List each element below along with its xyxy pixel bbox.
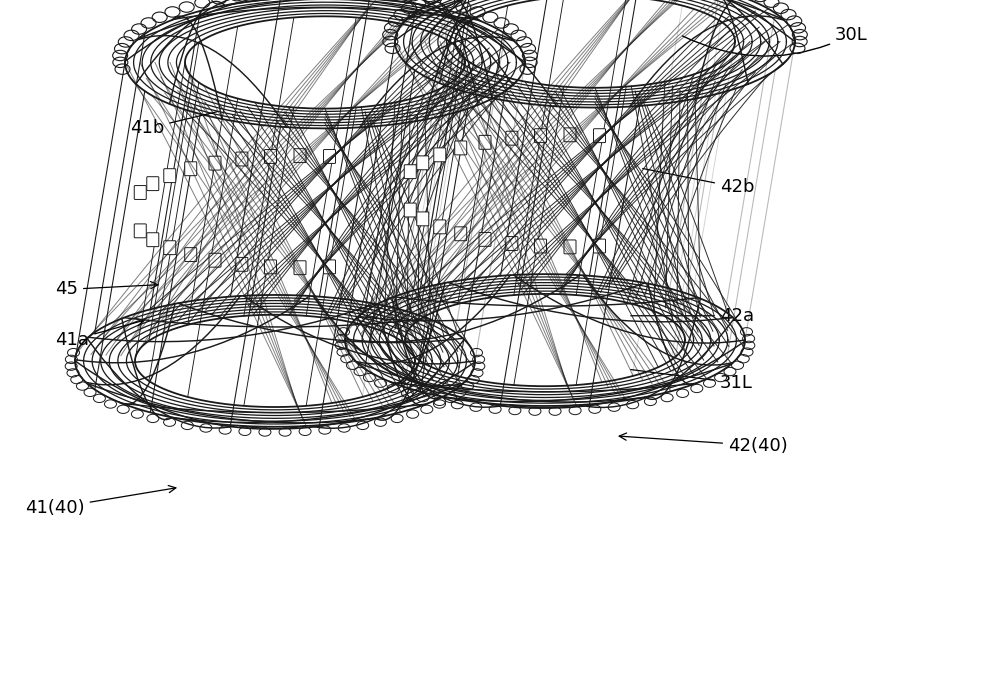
FancyBboxPatch shape xyxy=(134,224,146,238)
FancyBboxPatch shape xyxy=(594,128,606,142)
Text: 41a: 41a xyxy=(55,319,144,349)
FancyBboxPatch shape xyxy=(324,149,336,163)
Text: 42a: 42a xyxy=(631,307,754,325)
FancyBboxPatch shape xyxy=(264,260,276,274)
Text: 30L: 30L xyxy=(682,26,868,56)
FancyBboxPatch shape xyxy=(564,128,576,142)
FancyBboxPatch shape xyxy=(134,185,146,199)
FancyBboxPatch shape xyxy=(164,241,176,255)
FancyBboxPatch shape xyxy=(479,135,491,149)
Text: 41b: 41b xyxy=(130,112,217,137)
FancyBboxPatch shape xyxy=(404,164,416,178)
FancyBboxPatch shape xyxy=(147,232,159,246)
FancyBboxPatch shape xyxy=(264,149,276,163)
FancyBboxPatch shape xyxy=(506,131,518,145)
FancyBboxPatch shape xyxy=(294,261,306,275)
Text: 31L: 31L xyxy=(631,370,753,392)
FancyBboxPatch shape xyxy=(164,169,176,183)
FancyBboxPatch shape xyxy=(417,156,429,170)
Text: 42b: 42b xyxy=(643,169,755,196)
FancyBboxPatch shape xyxy=(455,141,467,155)
FancyBboxPatch shape xyxy=(209,253,221,267)
FancyBboxPatch shape xyxy=(534,128,546,142)
FancyBboxPatch shape xyxy=(236,152,248,166)
FancyBboxPatch shape xyxy=(434,148,446,162)
FancyBboxPatch shape xyxy=(455,227,467,241)
Text: 42(40): 42(40) xyxy=(619,433,788,455)
FancyBboxPatch shape xyxy=(404,203,416,217)
Text: 41(40): 41(40) xyxy=(25,486,176,517)
FancyBboxPatch shape xyxy=(209,156,221,170)
Text: 45: 45 xyxy=(55,280,158,298)
FancyBboxPatch shape xyxy=(506,237,518,251)
FancyBboxPatch shape xyxy=(417,212,429,226)
FancyBboxPatch shape xyxy=(236,257,248,271)
FancyBboxPatch shape xyxy=(294,149,306,162)
FancyBboxPatch shape xyxy=(324,260,336,274)
FancyBboxPatch shape xyxy=(434,220,446,234)
FancyBboxPatch shape xyxy=(185,162,197,176)
FancyBboxPatch shape xyxy=(185,248,197,262)
FancyBboxPatch shape xyxy=(534,239,546,253)
FancyBboxPatch shape xyxy=(479,232,491,246)
FancyBboxPatch shape xyxy=(594,239,606,253)
FancyBboxPatch shape xyxy=(147,177,159,191)
FancyBboxPatch shape xyxy=(564,240,576,254)
